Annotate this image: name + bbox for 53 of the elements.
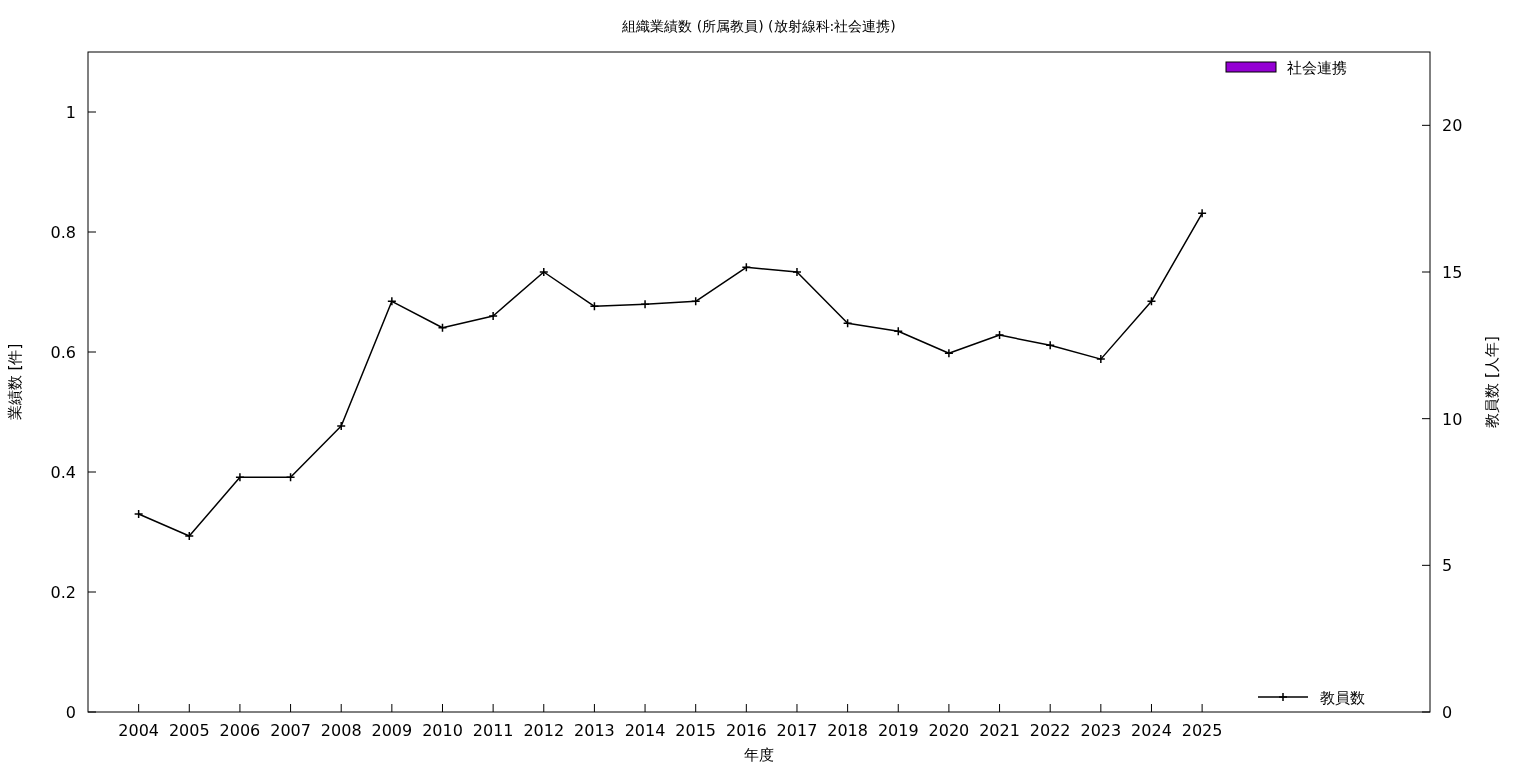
x-tick-label: 2007	[270, 721, 311, 740]
x-tick-label: 2006	[219, 721, 261, 740]
y-tick-label: 1	[65, 103, 76, 122]
y2-tick-label: 5	[1442, 556, 1453, 576]
x-axis-title: 年度	[744, 746, 774, 764]
x-tick-label: 2018	[827, 721, 868, 740]
x-tick-label: 2008	[320, 721, 362, 740]
x-tick-label: 2024	[1131, 721, 1172, 740]
x-tick-label: 2023	[1080, 721, 1122, 740]
x-tick-label: 2009	[371, 721, 413, 740]
point	[1197, 208, 1207, 219]
point	[944, 348, 954, 358]
y-tick-label: 0.6	[50, 343, 76, 362]
point	[1096, 354, 1106, 364]
point	[235, 472, 245, 483]
x-tick-label: 2013	[574, 721, 615, 740]
y2-tick-label: 20	[1442, 116, 1463, 136]
point	[994, 330, 1005, 340]
x-tick-label: 2025	[1181, 721, 1223, 740]
point	[488, 311, 498, 321]
point	[184, 531, 195, 541]
point	[792, 267, 802, 277]
point	[133, 509, 144, 519]
x-tick-label: 2022	[1029, 721, 1071, 740]
point	[387, 296, 397, 307]
point	[1045, 340, 1055, 351]
y-tick-label: 0.2	[50, 583, 76, 602]
x-tick-label: 2019	[877, 721, 919, 740]
y2-tick-label: 15	[1442, 263, 1463, 282]
legend-label: 教員数	[1320, 689, 1365, 707]
x-tick-label: 2021	[979, 721, 1020, 740]
x-tick-label: 2011	[472, 721, 514, 740]
x-tick-label: 2012	[523, 721, 565, 740]
x-tick-label: 2004	[118, 721, 159, 740]
x-tick-label: 2014	[624, 721, 666, 740]
point	[539, 267, 549, 277]
y-axis-title: 業績数 [件]	[6, 343, 24, 421]
x-tick-label: 2015	[675, 721, 717, 740]
y-tick-label: 0.4	[50, 463, 76, 482]
legend-label: 社会連携	[1287, 59, 1347, 77]
x-tick-label: 2010	[422, 721, 463, 740]
point	[640, 299, 650, 310]
x-tick-label: 2020	[928, 721, 970, 740]
y-tick-label: 0.8	[50, 223, 76, 242]
x-tick-label: 2005	[168, 721, 210, 740]
y2-tick-label: 10	[1442, 409, 1463, 429]
chart-title: 組織業績数 (所属教員) (放射線科:社会連携)	[621, 18, 896, 34]
x-tick-label: 2017	[776, 721, 818, 740]
x-tick-label: 2016	[725, 721, 767, 740]
y-tick-label: 0	[65, 703, 76, 722]
point	[336, 421, 346, 431]
y2-tick-label: 0	[1442, 703, 1453, 722]
y2-axis-title: 教員数 [人年]	[1483, 336, 1501, 428]
